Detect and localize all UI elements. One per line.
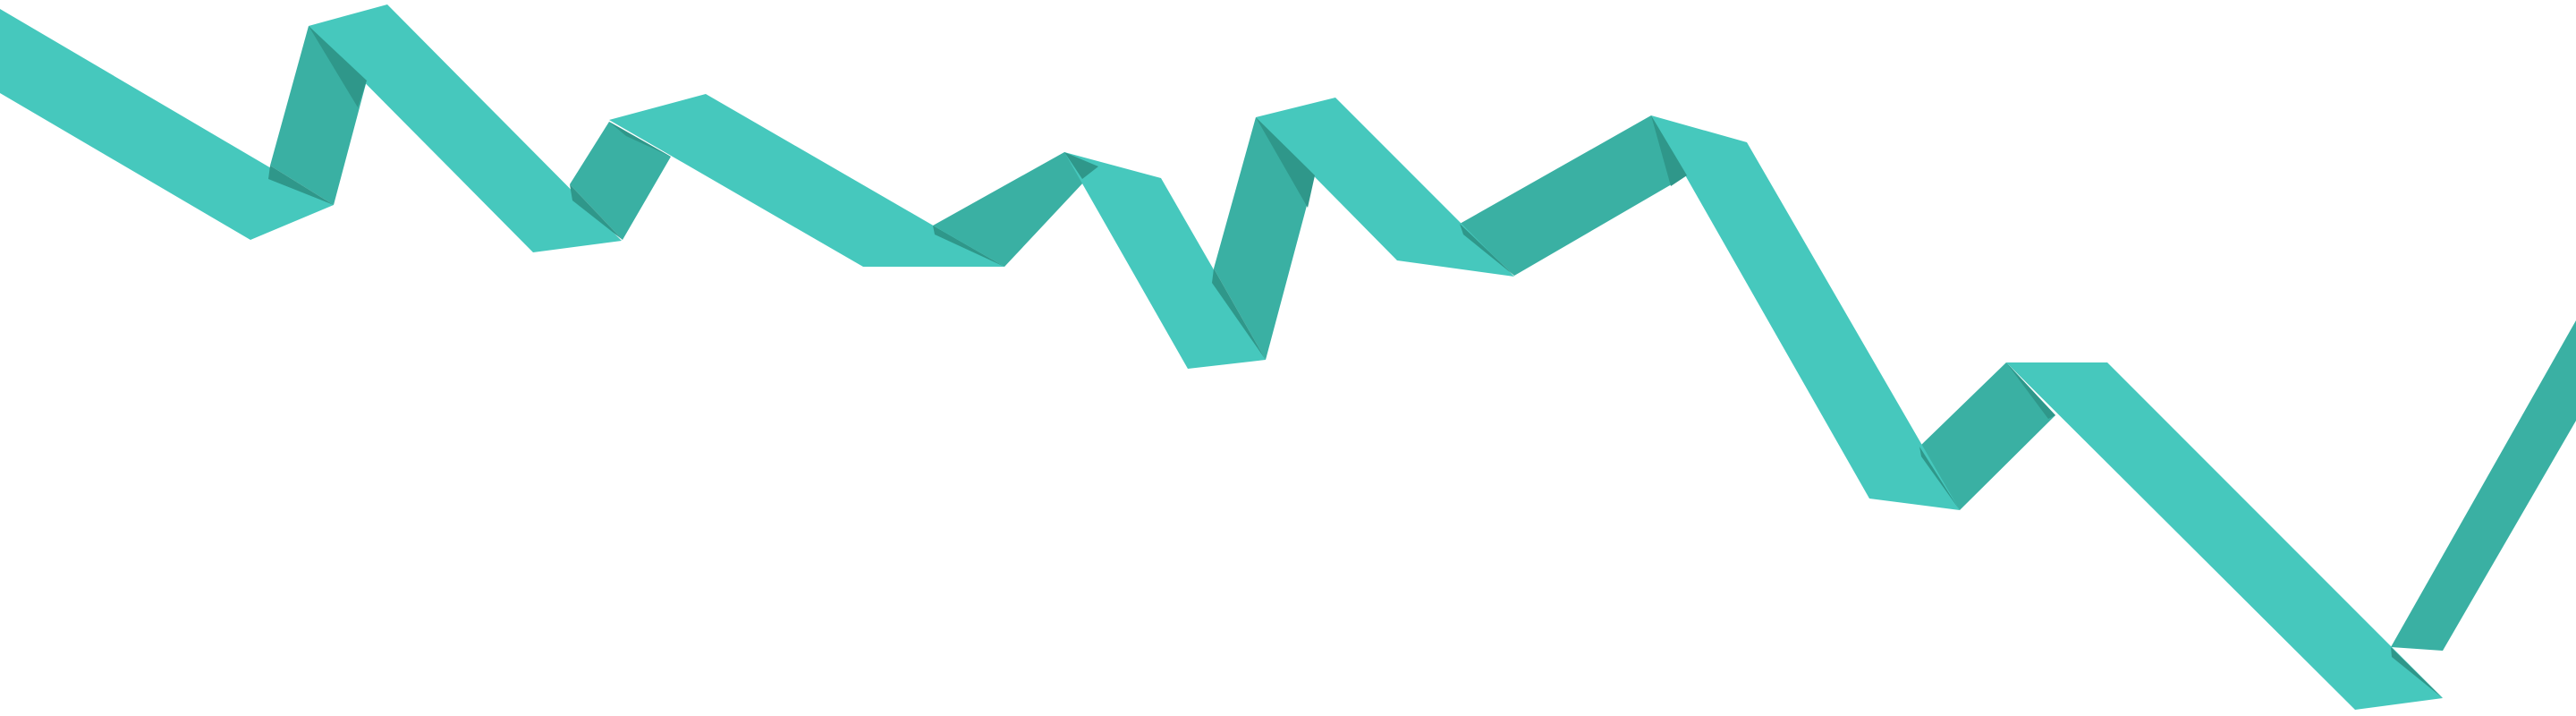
ribbon-front-face xyxy=(1256,98,1514,277)
ribbon-fold-shadow xyxy=(309,26,367,107)
ribbon-fold-shadow xyxy=(1919,447,1960,510)
ribbon-back-face xyxy=(933,152,1098,267)
ribbon-back-face xyxy=(1919,362,2055,510)
ribbon-fold-shadow xyxy=(1460,224,1514,276)
ribbon-front-face xyxy=(1651,115,1960,510)
ribbon-fold-shadow xyxy=(268,166,334,205)
ribbon-front-faces xyxy=(0,4,2443,710)
ribbon-fold-shadow xyxy=(2391,647,2443,698)
ribbon-back-face xyxy=(1214,117,1315,360)
ribbon-fold-shadow xyxy=(933,226,1004,267)
ribbon-back-face xyxy=(1460,115,1687,276)
ribbon-fold-shadow xyxy=(570,184,623,240)
ribbon-back-faces xyxy=(270,26,2576,651)
ribbon-fold-shadow xyxy=(1064,152,1098,179)
ribbon-front-face xyxy=(2006,362,2443,710)
ribbon-fold-shadows xyxy=(268,26,2443,698)
ribbon-fold-shadow xyxy=(1212,268,1266,360)
ribbon-fold-shadow xyxy=(609,122,671,157)
ribbon-fold-shadow xyxy=(1651,115,1687,186)
ribbon-fold-shadow xyxy=(2006,362,2055,419)
ribbon-front-face xyxy=(0,9,334,240)
ribbon-front-face xyxy=(309,4,622,252)
ribbon-fold-shadow xyxy=(1256,117,1315,208)
ribbon-front-face xyxy=(609,94,1004,267)
ribbon-back-face xyxy=(2391,320,2576,651)
ribbon-front-face xyxy=(1064,152,1266,369)
ribbon-back-face xyxy=(570,122,671,240)
